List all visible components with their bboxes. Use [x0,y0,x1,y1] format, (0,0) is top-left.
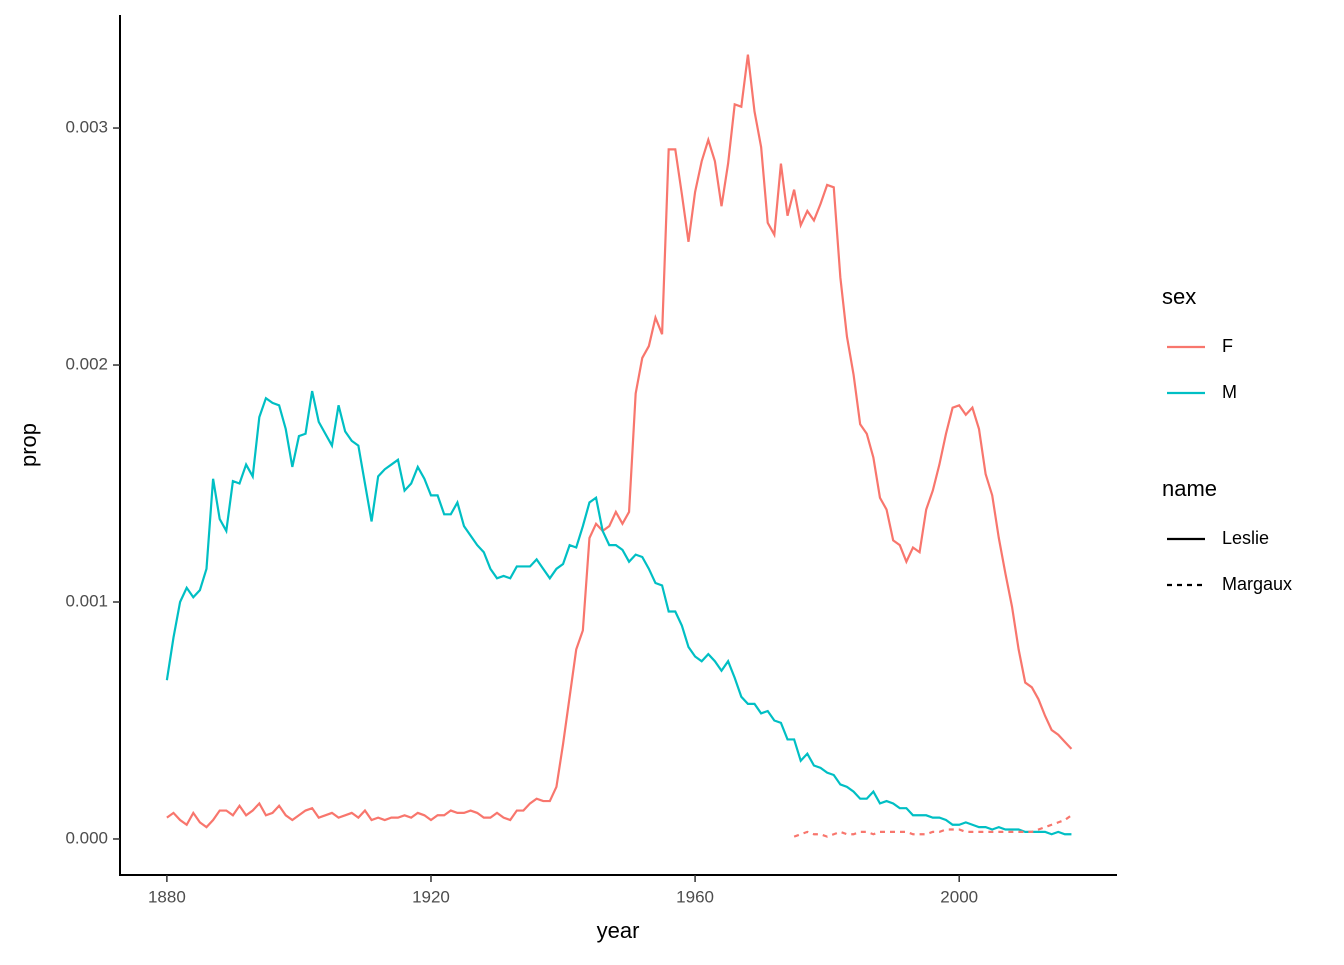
legend-label: M [1222,382,1237,402]
y-tick-label: 0.003 [65,118,108,137]
series-line [165,390,1072,836]
y-tick-label: 0.002 [65,355,108,374]
x-tick-label: 1960 [676,887,714,906]
legend-label: F [1222,336,1233,356]
legend-title: sex [1162,284,1196,309]
x-tick-label: 1880 [148,887,186,906]
legend-label: Leslie [1222,528,1269,548]
legend-title: name [1162,476,1217,501]
y-axis-title: prop [16,423,41,467]
x-tick-label: 1920 [412,887,450,906]
x-tick-label: 2000 [940,887,978,906]
y-tick-label: 0.000 [65,828,108,847]
x-axis-title: year [597,918,640,943]
legend-label: Margaux [1222,574,1292,594]
series-line [793,814,1073,838]
y-tick-label: 0.001 [65,591,108,610]
series-line [166,54,1073,829]
